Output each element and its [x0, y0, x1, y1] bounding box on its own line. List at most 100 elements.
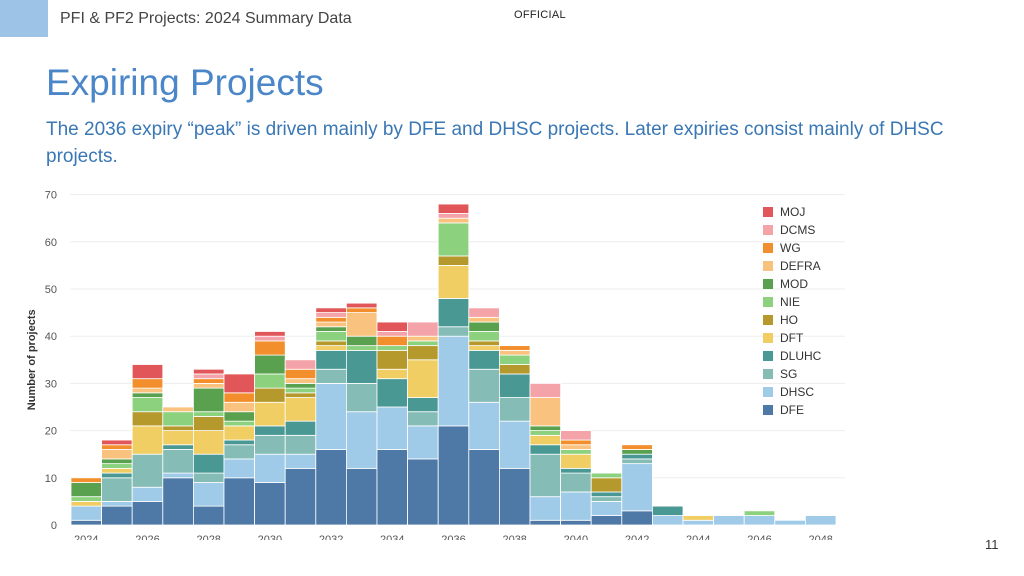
bar-segment-dfe — [192, 505, 225, 526]
x-tick-label: 2046 — [747, 534, 771, 540]
bar-segment-dluhc — [284, 420, 317, 436]
legend-label-moj: MOJ — [780, 205, 805, 219]
bar-segment-defra — [192, 382, 225, 389]
bar-segment-dluhc — [223, 439, 256, 446]
bar-segment-dhsc — [713, 515, 745, 526]
bar-segment-dluhc — [162, 444, 194, 450]
x-tick-label: 2042 — [625, 534, 649, 540]
bar-segment-dft — [315, 345, 347, 351]
bar-segment-dluhc — [621, 453, 653, 460]
bar-segment-nie — [101, 463, 133, 469]
x-tick-label: 2032 — [319, 534, 343, 540]
x-tick-label: 2036 — [441, 534, 465, 540]
bar-segment-defra — [345, 312, 378, 337]
bar-segment-ho — [284, 392, 317, 398]
x-tick-label: 2034 — [380, 534, 404, 540]
bar-segment-dcms — [468, 307, 500, 318]
bar-segment-dhsc — [560, 491, 592, 521]
bar-segment-dhsc — [621, 463, 653, 512]
legend-swatch-dft — [763, 333, 773, 343]
bar-segment-sg — [621, 458, 653, 465]
bar-segment-dhsc — [437, 335, 470, 427]
x-tick-label: 2044 — [686, 534, 710, 540]
bar-segment-dluhc — [345, 349, 378, 384]
bar-segment-sg — [254, 434, 286, 455]
bar-segment-defra — [315, 321, 347, 328]
bar-segment-nie — [284, 387, 317, 394]
bar-segment-sg — [162, 449, 194, 474]
bar-segment-defra — [529, 397, 562, 427]
bar-segment-nie — [498, 354, 531, 365]
bar-segment-wg — [284, 368, 317, 380]
bar-segment-dhsc — [529, 496, 562, 521]
bar-segment-sg — [315, 368, 347, 384]
bar-segment-moj — [223, 373, 256, 394]
bar-segment-dluhc — [101, 472, 133, 479]
bar-segment-dfe — [407, 458, 439, 526]
bar-segment-sg — [437, 326, 470, 337]
bar-segment-nie — [560, 449, 592, 455]
page-subtitle: The 2036 expiry “peak” is driven mainly … — [46, 119, 944, 167]
bar-segment-dft — [437, 265, 470, 299]
bar-segment-dfe — [590, 515, 623, 526]
bar-segment-dhsc — [131, 486, 164, 502]
bar-segment-wg — [560, 439, 592, 446]
bar-segment-mod — [468, 321, 500, 332]
bar-segment-mod — [345, 335, 378, 347]
bar-segment-nie — [315, 331, 347, 342]
bar-segment-moj — [131, 364, 164, 380]
x-tick-label: 2030 — [258, 534, 282, 540]
bar-segment-sg — [560, 472, 592, 493]
bar-segment-dft — [682, 515, 715, 521]
bar-segment-dft — [101, 467, 133, 474]
legend-swatch-dcms — [763, 225, 773, 235]
bar-segment-dft — [468, 345, 500, 351]
bar-segment-defra — [407, 335, 439, 342]
legend-label-dfe: DFE — [780, 403, 804, 417]
bar-segment-dcms — [284, 359, 317, 370]
bar-segment-sg — [407, 411, 439, 427]
bar-segment-dcms — [376, 331, 409, 337]
bar-segment-nie — [529, 430, 562, 436]
bar-segment-mod — [254, 354, 286, 375]
bar-segment-dfe — [101, 505, 133, 526]
bar-segment-wg — [101, 444, 133, 450]
x-tick-label: 2026 — [135, 534, 159, 540]
y-tick-label: 20 — [45, 426, 57, 438]
legend-label-mod: MOD — [780, 277, 808, 291]
y-tick-label: 50 — [45, 284, 57, 296]
bar-segment-dluhc — [468, 349, 500, 370]
bar-segment-nie — [376, 345, 409, 351]
legend-label-nie: NIE — [780, 295, 800, 309]
bar-segment-dft — [284, 397, 317, 422]
bar-segment-defra — [468, 316, 500, 323]
bar-segment-dcms — [560, 430, 592, 441]
bar-segment-dhsc — [652, 515, 684, 526]
y-axis-title: Number of projects — [26, 309, 38, 410]
bar-segment-moj — [254, 331, 286, 337]
bar-segment-dhsc — [805, 515, 837, 526]
bar-segment-dhsc — [498, 420, 531, 469]
legend-swatch-defra — [763, 261, 773, 271]
bar-segment-nie — [162, 411, 194, 427]
bar-segment-dcms — [407, 321, 439, 337]
y-tick-label: 70 — [45, 190, 57, 202]
bar-segment-dfe — [223, 477, 256, 526]
bar-segment-dhsc — [345, 411, 378, 469]
y-tick-label: 30 — [45, 378, 57, 390]
bar-segment-moj — [345, 302, 378, 309]
bar-segment-nie — [223, 420, 256, 427]
bar-segment-wg — [345, 307, 378, 313]
bar-segment-dfe — [498, 467, 531, 526]
bar-segment-ho — [590, 477, 623, 493]
bar-segment-ho — [254, 387, 286, 403]
bar-segment-dfe — [621, 510, 653, 526]
bar-segment-dluhc — [437, 298, 470, 328]
bar-segment-dluhc — [254, 425, 286, 436]
x-tick-label: 2028 — [196, 534, 220, 540]
bar-segment-dhsc — [254, 453, 286, 483]
page-title: Expiring Projects — [46, 62, 324, 103]
bar-segment-dft — [192, 430, 225, 455]
bar-segment-dhsc — [774, 519, 806, 526]
bar-segment-dhsc — [101, 500, 133, 507]
